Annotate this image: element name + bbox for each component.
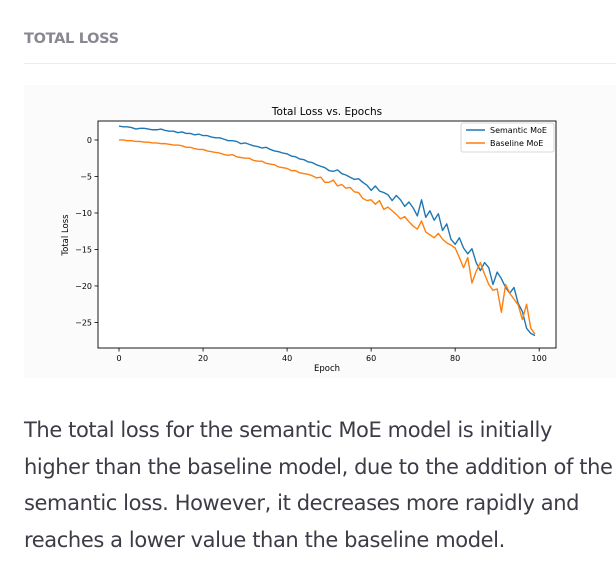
series-line-baseline-moe (119, 139, 536, 335)
y-tick-label: −20 (75, 282, 92, 291)
chart-legend: Semantic MoE Baseline MoE (460, 122, 555, 153)
x-axis-ticks: 0 20 40 60 80 100 (116, 348, 547, 363)
x-tick-label: 0 (116, 354, 121, 363)
y-tick-label: 0 (87, 136, 92, 145)
total-loss-chart: 0 20 40 60 80 100 0 −5 −10 −15 −20 −25 Total Loss … (61, 106, 557, 374)
series-layer (118, 125, 536, 337)
y-tick-label: −5 (80, 172, 92, 181)
section-divider (24, 63, 616, 64)
x-tick-label: 60 (366, 354, 376, 363)
y-axis-ticks: 0 −5 −10 −15 −20 −25 (75, 136, 98, 327)
x-tick-label: 100 (532, 354, 547, 363)
y-tick-label: −25 (75, 318, 92, 327)
chart-title: Total Loss vs. Epochs (271, 106, 382, 118)
chart-figure: 0 20 40 60 80 100 0 −5 −10 −15 −20 −25 Total Loss … (24, 85, 616, 378)
series-line-semantic-moe (118, 125, 536, 337)
chart-caption: The total loss for the semantic MoE mode… (24, 418, 613, 552)
x-tick-label: 20 (198, 354, 208, 363)
y-tick-label: −15 (75, 245, 92, 254)
legend-label-semantic-moe: Semantic MoE (490, 126, 547, 135)
y-axis-label: Total Loss (61, 214, 71, 257)
x-tick-label: 40 (282, 354, 292, 363)
legend-label-baseline-moe: Baseline MoE (490, 139, 543, 148)
x-axis-label: Epoch (314, 364, 340, 374)
section-heading: TOTAL LOSS (24, 31, 119, 47)
y-tick-label: −10 (75, 209, 92, 218)
x-tick-label: 80 (450, 354, 460, 363)
plot-frame (97, 120, 557, 349)
plot-area-background (98, 121, 556, 348)
